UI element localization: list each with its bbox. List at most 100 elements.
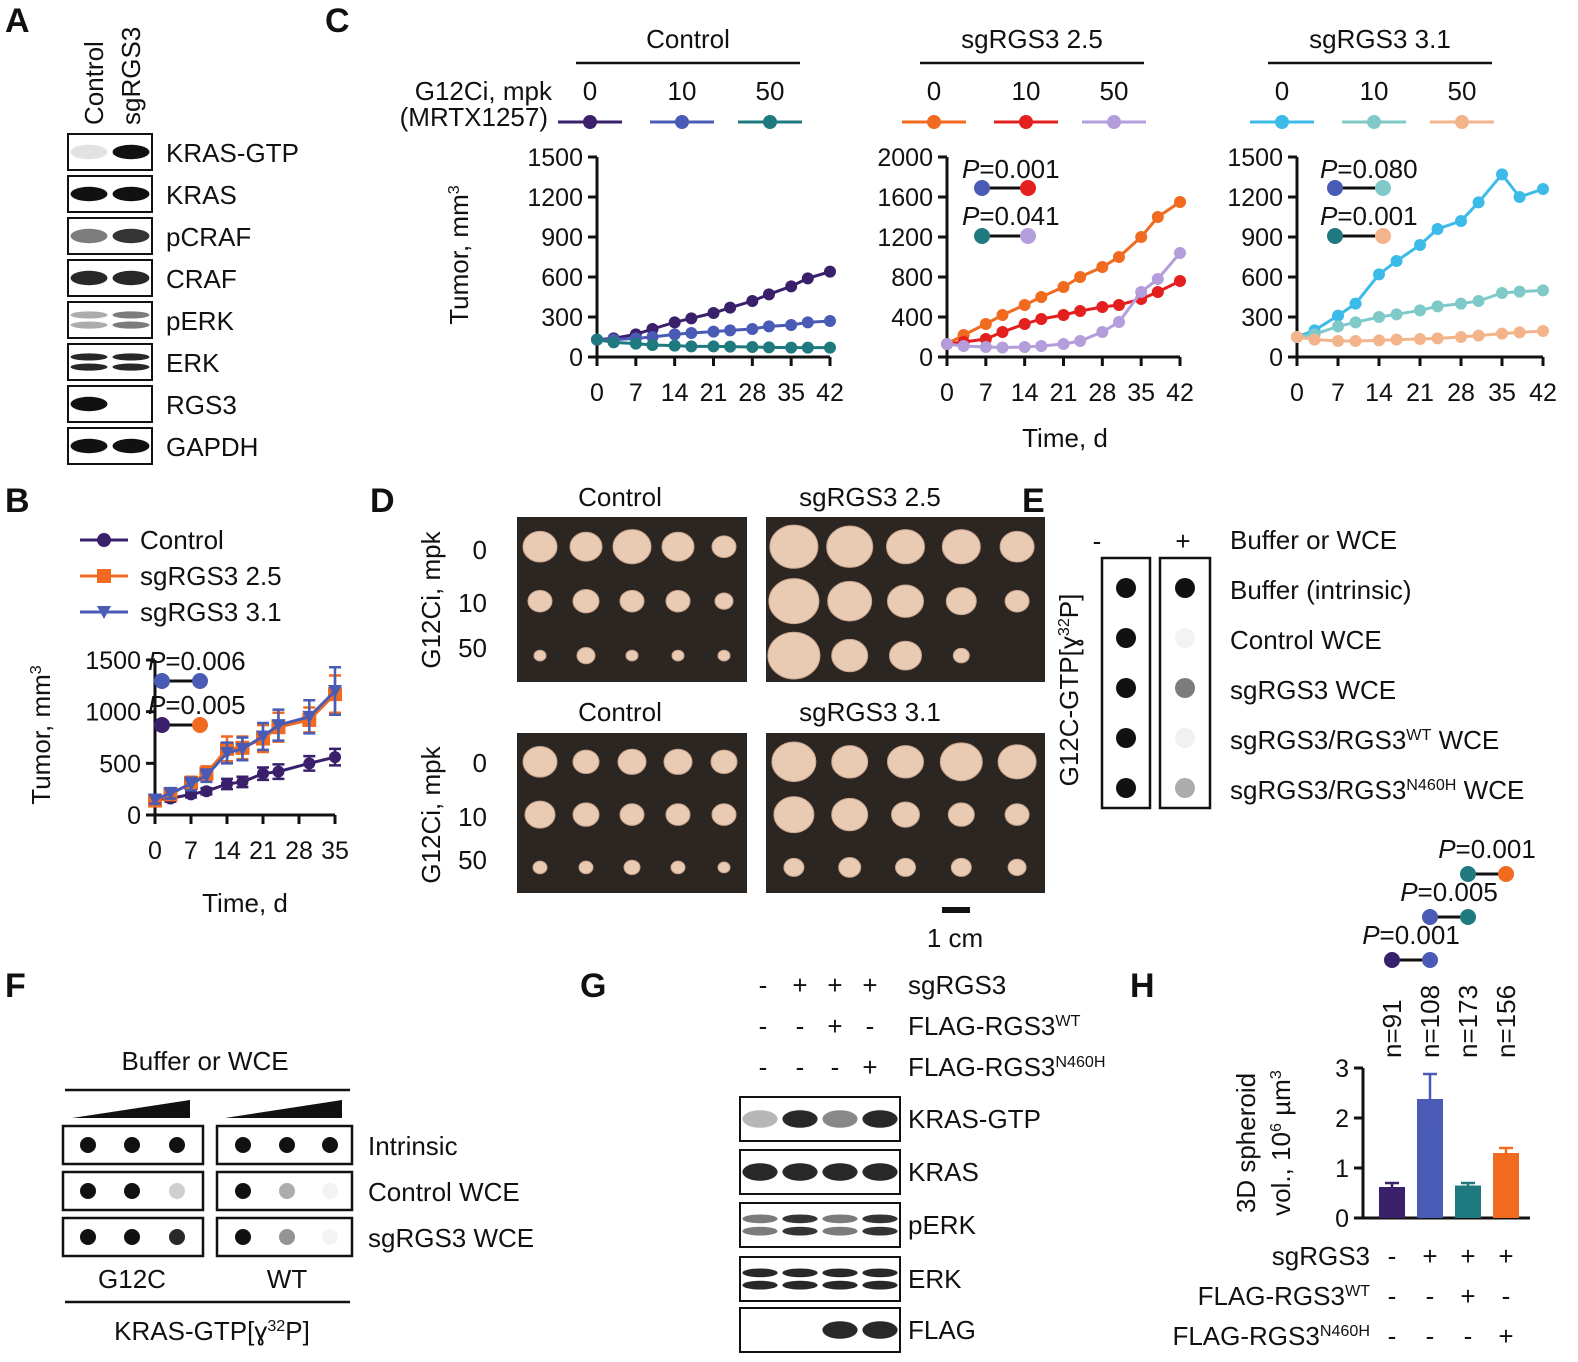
dot: [124, 1137, 140, 1153]
point: [941, 338, 953, 350]
y-tick-label: 0: [127, 802, 141, 830]
y-tick-label: 0: [1335, 1205, 1349, 1233]
text-part: =0.001: [1337, 201, 1417, 231]
point: [1057, 338, 1070, 350]
text-part: WCE: [1431, 725, 1499, 755]
blot-label: FLAG: [908, 1315, 976, 1345]
condition-label: FLAG-RGS3WT: [1198, 1281, 1371, 1311]
point: [1390, 333, 1403, 346]
blot-label: CRAF: [166, 264, 237, 294]
point: [607, 336, 620, 349]
point: [1135, 231, 1148, 243]
dot: [169, 1229, 185, 1245]
point: [1414, 239, 1426, 251]
text-part: P: [148, 690, 166, 720]
y-tick-label: 900: [541, 224, 583, 252]
point: [236, 775, 249, 788]
comparison-dot: [974, 180, 990, 196]
point: [762, 288, 775, 301]
text-part: =0.006: [165, 646, 245, 676]
point: [184, 778, 198, 791]
blot-band: [742, 1214, 778, 1224]
y-tick-label: 3: [1335, 1055, 1349, 1083]
point: [801, 341, 814, 354]
legend-label: 10: [1360, 76, 1389, 106]
legend-marker: [97, 533, 111, 547]
blot-band: [862, 1226, 898, 1236]
comparison-dot: [1422, 952, 1438, 968]
dot: [124, 1229, 140, 1245]
tumor: [1007, 858, 1027, 877]
row-title: G12Ci, mpk: [416, 745, 446, 883]
blot-band: [862, 1110, 898, 1128]
blot-band: [70, 270, 108, 286]
tumor: [527, 589, 553, 613]
y-tick-label: 400: [891, 304, 933, 332]
tumor: [773, 796, 815, 834]
blot-band: [862, 1280, 898, 1290]
legend-marker: [1019, 115, 1033, 129]
tumor: [717, 649, 731, 662]
point: [801, 272, 814, 285]
legend-label: 10: [668, 76, 697, 106]
tumor: [945, 587, 977, 616]
point: [724, 340, 737, 353]
tumor: [997, 744, 1037, 780]
tumor: [887, 745, 924, 779]
text-part: =0.041: [979, 201, 1059, 231]
comparison-dot: [1327, 180, 1343, 196]
blot-label: ERK: [166, 348, 220, 378]
point: [1472, 196, 1485, 209]
text-part: 3: [445, 185, 463, 194]
y-tick-label: 1500: [527, 144, 583, 172]
tumor: [895, 857, 916, 877]
text-part: 3: [27, 665, 45, 674]
point: [801, 316, 814, 329]
point: [1308, 333, 1321, 346]
text-part: N460H: [1055, 1053, 1105, 1071]
sign: +: [792, 970, 807, 1000]
column-header: Buffer or WCE: [1230, 525, 1397, 555]
point: [785, 319, 798, 331]
point: [1174, 275, 1186, 287]
sign: -: [1388, 1281, 1397, 1311]
point: [1074, 335, 1087, 347]
dot: [1116, 728, 1136, 748]
dose-label: 0: [473, 748, 487, 778]
blot-band: [70, 396, 108, 412]
dot: [1116, 578, 1136, 598]
x-tick-label: 14: [213, 837, 241, 865]
text-part: P: [1320, 201, 1338, 231]
text-part: =0.005: [165, 690, 245, 720]
x-tick-label: 28: [1447, 379, 1475, 407]
blot-band: [782, 1214, 818, 1224]
point: [1537, 183, 1549, 195]
point: [996, 326, 1009, 338]
blot-band: [70, 363, 108, 371]
point: [1472, 329, 1485, 342]
count-label: n=91: [1377, 999, 1407, 1058]
blot-band: [112, 144, 150, 160]
point: [1074, 305, 1087, 317]
x-tick-label: 21: [700, 379, 728, 407]
dot: [1175, 578, 1195, 598]
point: [746, 341, 759, 353]
blot-band: [70, 321, 108, 329]
y-tick-label: 800: [891, 264, 933, 292]
tumor: [838, 857, 862, 878]
error-bar: [1423, 1072, 1437, 1126]
point: [979, 318, 992, 330]
blot-band: [742, 1268, 778, 1278]
point: [824, 265, 836, 278]
dose-label: 10: [458, 588, 487, 618]
point: [668, 328, 681, 341]
row-label: Control WCE: [1230, 625, 1382, 655]
dot: [235, 1229, 251, 1245]
error-bar: [257, 721, 269, 752]
tumor: [576, 647, 596, 665]
point: [1455, 215, 1467, 227]
x-tick-label: 7: [184, 837, 198, 865]
tumor: [711, 535, 737, 559]
point: [724, 324, 737, 337]
